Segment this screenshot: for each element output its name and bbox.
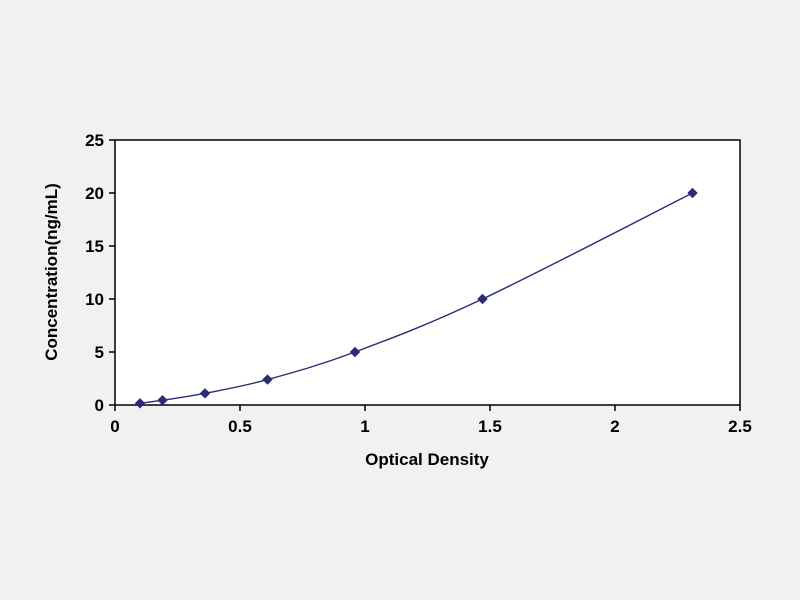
- svg-text:0: 0: [110, 417, 119, 436]
- y-axis-title: Concentration(ng/mL): [42, 183, 61, 361]
- svg-text:25: 25: [85, 131, 104, 150]
- svg-text:2: 2: [610, 417, 619, 436]
- svg-text:10: 10: [85, 290, 104, 309]
- x-axis-title: Optical Density: [365, 450, 489, 469]
- svg-text:1: 1: [360, 417, 369, 436]
- svg-text:15: 15: [85, 237, 104, 256]
- svg-text:2.5: 2.5: [728, 417, 752, 436]
- svg-text:1.5: 1.5: [478, 417, 502, 436]
- svg-text:5: 5: [95, 343, 104, 362]
- svg-text:0: 0: [95, 396, 104, 415]
- svg-text:20: 20: [85, 184, 104, 203]
- svg-text:0.5: 0.5: [228, 417, 252, 436]
